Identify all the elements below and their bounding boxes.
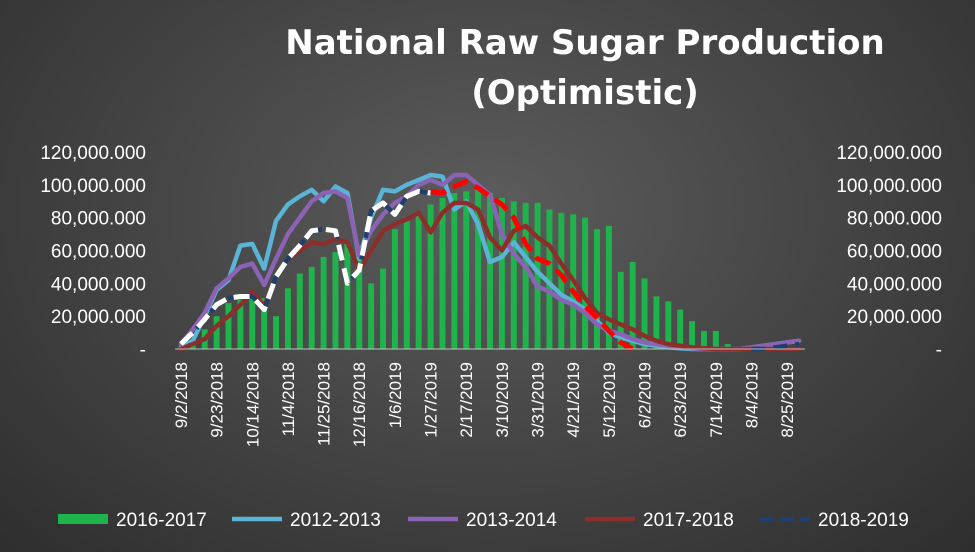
y-tick-label-left: 60,000.000: [51, 242, 146, 263]
y-tick-label-left: 120,000.000: [40, 143, 146, 164]
x-tick-label: 1/6/2019: [386, 362, 405, 428]
bar-2016-2017: [403, 220, 410, 349]
x-tick-label: 5/12/2019: [600, 362, 619, 438]
bar-2016-2017: [356, 245, 363, 349]
bar-2016-2017: [677, 309, 684, 349]
bar-2016-2017: [451, 193, 458, 349]
x-tick-label: 11/25/2018: [315, 362, 334, 446]
bar-2016-2017: [629, 261, 636, 349]
bar-2016-2017: [558, 212, 565, 349]
y-axis-right: 120,000.000 100,000.000 80,000.000 60,000.0…: [836, 143, 942, 361]
bar-2016-2017: [665, 301, 672, 349]
x-tick-label: 3/31/2019: [529, 362, 548, 438]
x-tick-label: 2/17/2019: [457, 362, 476, 438]
y-tick-label-right: 40,000.000: [847, 274, 942, 295]
bar-2016-2017: [510, 201, 517, 349]
bar-2016-2017: [237, 299, 244, 349]
chart-title-line1: National Raw Sugar Production: [285, 23, 884, 63]
y-tick-label-left: -: [140, 340, 146, 361]
bar-2016-2017: [498, 197, 505, 349]
legend-label: 2016-2017: [116, 510, 207, 531]
bar-2016-2017: [689, 321, 696, 349]
x-tick-label: 1/27/2019: [422, 362, 441, 438]
x-tick-label: 12/16/2018: [350, 362, 369, 447]
bar-2016-2017: [344, 243, 351, 349]
bar-2016-2017: [617, 271, 624, 349]
x-tick-label: 6/23/2019: [671, 362, 690, 438]
x-tick-label: 8/25/2019: [778, 362, 797, 438]
bar-2016-2017: [320, 257, 327, 349]
x-tick-label: 9/2/2018: [172, 362, 191, 428]
line-2018-2019-forecast: [430, 179, 634, 352]
y-tick-label-right: 80,000.000: [847, 209, 942, 230]
x-axis: 9/2/2018 9/23/2018 10/14/2018 11/4/2018 11/2…: [172, 348, 805, 447]
bar-2016-2017: [546, 209, 553, 349]
bar-2016-2017: [700, 330, 707, 349]
x-tick-label: 6/2/2019: [636, 362, 655, 428]
bar-2016-2017: [284, 288, 291, 349]
bar-2016-2017: [427, 204, 434, 349]
bar-2016-2017: [249, 294, 256, 349]
y-tick-label-right: 60,000.000: [847, 242, 942, 263]
x-tick-label: 7/14/2019: [707, 362, 726, 438]
bar-2016-2017: [296, 273, 303, 349]
bar-series-group: [189, 189, 743, 349]
bar-2016-2017: [225, 303, 232, 349]
bar-2016-2017: [522, 202, 529, 349]
y-tick-label-right: 20,000.000: [847, 307, 942, 328]
bar-2016-2017: [332, 252, 339, 349]
bar-2016-2017: [391, 229, 398, 349]
y-tick-label-left: 80,000.000: [51, 209, 146, 230]
y-axis-left: 120,000.000 100,000.000 80,000.000 60,000.0…: [40, 143, 146, 361]
y-tick-label-right: 120,000.000: [836, 143, 942, 164]
y-tick-label-right: -: [936, 340, 942, 361]
legend-label: 2017-2018: [643, 510, 734, 531]
y-tick-label-left: 20,000.000: [51, 307, 146, 328]
legend: 2016-2017 2012-2013 2013-2014 2017-2018 2018…: [58, 510, 909, 531]
y-tick-label-left: 40,000.000: [51, 274, 146, 295]
bar-2016-2017: [439, 197, 446, 349]
bar-2016-2017: [653, 296, 660, 349]
legend-label: 2013-2014: [466, 510, 557, 531]
x-tick-label: 4/21/2019: [564, 362, 583, 438]
bar-2016-2017: [605, 225, 612, 349]
legend-label: 2012-2013: [290, 510, 381, 531]
bar-2016-2017: [712, 330, 719, 349]
bar-2016-2017: [534, 202, 541, 349]
bar-2016-2017: [724, 344, 731, 349]
bar-2016-2017: [641, 278, 648, 349]
bar-2016-2017: [308, 266, 315, 349]
legend-swatch-2016-2017: [58, 514, 108, 524]
bar-2016-2017: [463, 191, 470, 349]
bar-2016-2017: [213, 316, 220, 349]
y-tick-label-left: 100,000.000: [40, 176, 146, 197]
legend-label: 2018-2019: [818, 510, 909, 531]
bar-2016-2017: [487, 193, 493, 349]
x-tick-label: 10/14/2018: [243, 362, 262, 447]
line-2018-2019-observed: [179, 188, 431, 346]
bar-2016-2017: [273, 316, 280, 349]
chart-title-line2: (Optimistic): [471, 73, 699, 113]
x-tick-label: 3/10/2019: [493, 362, 512, 438]
bar-2016-2017: [415, 212, 422, 349]
bar-2016-2017: [380, 268, 386, 349]
bar-2016-2017: [594, 229, 600, 349]
x-tick-label: 11/4/2018: [279, 362, 298, 436]
y-tick-label-right: 100,000.000: [836, 176, 942, 197]
bar-2016-2017: [475, 189, 482, 349]
bar-2016-2017: [582, 217, 589, 349]
x-tick-label: 8/4/2019: [743, 362, 762, 428]
bar-2016-2017: [261, 298, 268, 349]
x-tick-label: 9/23/2018: [208, 362, 227, 438]
bar-2016-2017: [189, 345, 196, 349]
bar-2016-2017: [368, 283, 375, 349]
